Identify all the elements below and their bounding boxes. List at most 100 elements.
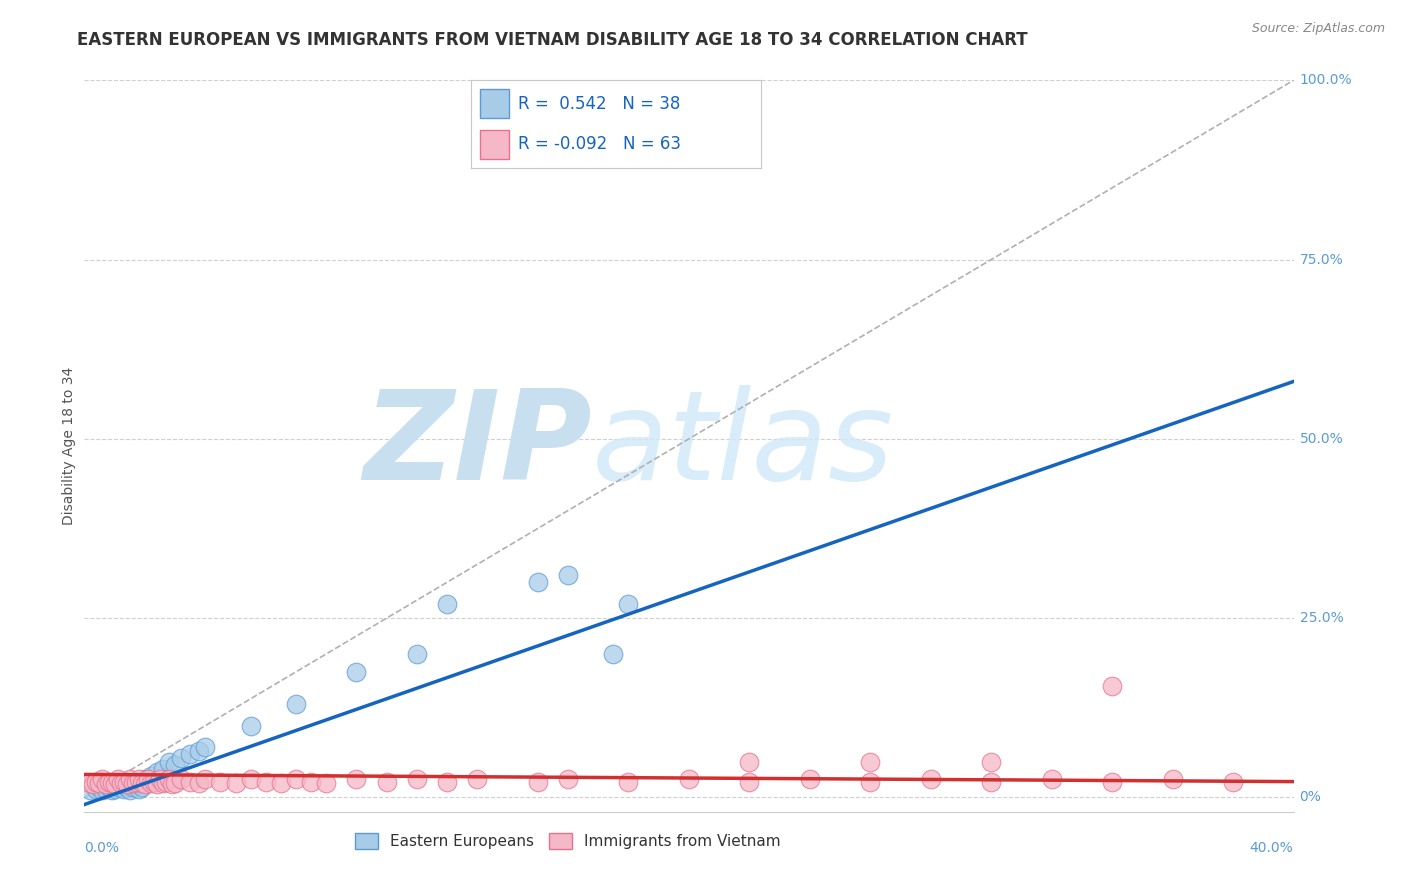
Point xyxy=(125,774,148,789)
Legend: Eastern Europeans, Immigrants from Vietnam: Eastern Europeans, Immigrants from Vietn… xyxy=(349,827,787,855)
Point xyxy=(527,774,550,789)
Point xyxy=(104,776,127,790)
Point xyxy=(165,776,187,790)
Point xyxy=(157,755,180,769)
Point xyxy=(139,769,162,783)
Point xyxy=(131,776,153,790)
Y-axis label: Disability Age 18 to 34: Disability Age 18 to 34 xyxy=(62,367,76,525)
Point xyxy=(97,780,120,794)
Point xyxy=(194,740,217,755)
Point xyxy=(128,781,150,796)
Point xyxy=(94,781,117,796)
Point xyxy=(118,772,141,787)
Point xyxy=(152,762,174,776)
Point xyxy=(254,774,277,789)
Point xyxy=(157,772,180,787)
Point xyxy=(89,776,111,790)
Point xyxy=(1101,679,1123,693)
Point xyxy=(527,575,550,590)
Point xyxy=(617,774,640,789)
Point xyxy=(100,783,122,797)
Text: 40.0%: 40.0% xyxy=(1250,841,1294,855)
Point xyxy=(1040,772,1063,787)
Text: 0%: 0% xyxy=(1299,790,1322,805)
Text: 100.0%: 100.0% xyxy=(1299,73,1353,87)
Point xyxy=(118,783,141,797)
Point xyxy=(121,776,143,790)
Point xyxy=(436,597,458,611)
Point xyxy=(170,751,193,765)
Point xyxy=(557,772,579,787)
Point xyxy=(225,776,247,790)
Point xyxy=(738,774,761,789)
Point xyxy=(104,777,127,791)
Point xyxy=(799,772,821,787)
Point xyxy=(134,777,156,791)
Point xyxy=(125,777,148,791)
Point xyxy=(346,772,368,787)
Text: 25.0%: 25.0% xyxy=(1299,611,1343,625)
Point xyxy=(139,776,162,790)
Point xyxy=(179,747,201,762)
Text: 75.0%: 75.0% xyxy=(1299,252,1343,267)
Text: Source: ZipAtlas.com: Source: ZipAtlas.com xyxy=(1251,22,1385,36)
Point xyxy=(1101,774,1123,789)
Point xyxy=(557,568,579,582)
Point xyxy=(115,777,138,791)
Point xyxy=(602,647,624,661)
Point xyxy=(100,776,122,790)
Point xyxy=(136,772,159,787)
Point xyxy=(121,780,143,794)
Point xyxy=(91,783,114,797)
Point xyxy=(299,774,322,789)
Point xyxy=(980,755,1002,769)
Point xyxy=(678,772,700,787)
Point xyxy=(79,776,101,790)
Point xyxy=(375,774,398,789)
Text: ZIP: ZIP xyxy=(364,385,592,507)
Point xyxy=(285,772,308,787)
Point xyxy=(146,765,169,780)
Point xyxy=(209,774,232,789)
Point xyxy=(107,780,129,794)
Point xyxy=(97,774,120,789)
Point xyxy=(179,774,201,789)
Point xyxy=(82,777,104,791)
Text: 0.0%: 0.0% xyxy=(84,841,120,855)
Point xyxy=(155,774,177,789)
Point xyxy=(406,647,429,661)
Point xyxy=(94,777,117,791)
Point xyxy=(149,772,172,787)
Point xyxy=(142,774,165,789)
Point xyxy=(467,772,489,787)
Point xyxy=(86,781,108,796)
Point xyxy=(79,783,101,797)
Point xyxy=(270,776,292,790)
Text: 50.0%: 50.0% xyxy=(1299,432,1343,446)
Point xyxy=(165,758,187,772)
Point xyxy=(239,772,262,787)
Point xyxy=(107,772,129,787)
Point xyxy=(128,772,150,787)
Point xyxy=(134,772,156,787)
Point xyxy=(346,665,368,679)
Point xyxy=(170,772,193,787)
Point xyxy=(239,719,262,733)
Point xyxy=(131,780,153,794)
Point xyxy=(406,772,429,787)
Point xyxy=(104,781,127,796)
Text: EASTERN EUROPEAN VS IMMIGRANTS FROM VIETNAM DISABILITY AGE 18 TO 34 CORRELATION : EASTERN EUROPEAN VS IMMIGRANTS FROM VIET… xyxy=(77,31,1028,49)
Point xyxy=(110,777,132,791)
Text: atlas: atlas xyxy=(592,385,894,507)
Point xyxy=(285,697,308,711)
Point xyxy=(315,776,337,790)
Point xyxy=(91,772,114,787)
Point xyxy=(194,772,217,787)
Point xyxy=(86,774,108,789)
Point xyxy=(1161,772,1184,787)
Point xyxy=(980,774,1002,789)
Point xyxy=(112,781,135,796)
Point xyxy=(118,776,141,790)
Point xyxy=(1222,774,1244,789)
Point xyxy=(152,776,174,790)
